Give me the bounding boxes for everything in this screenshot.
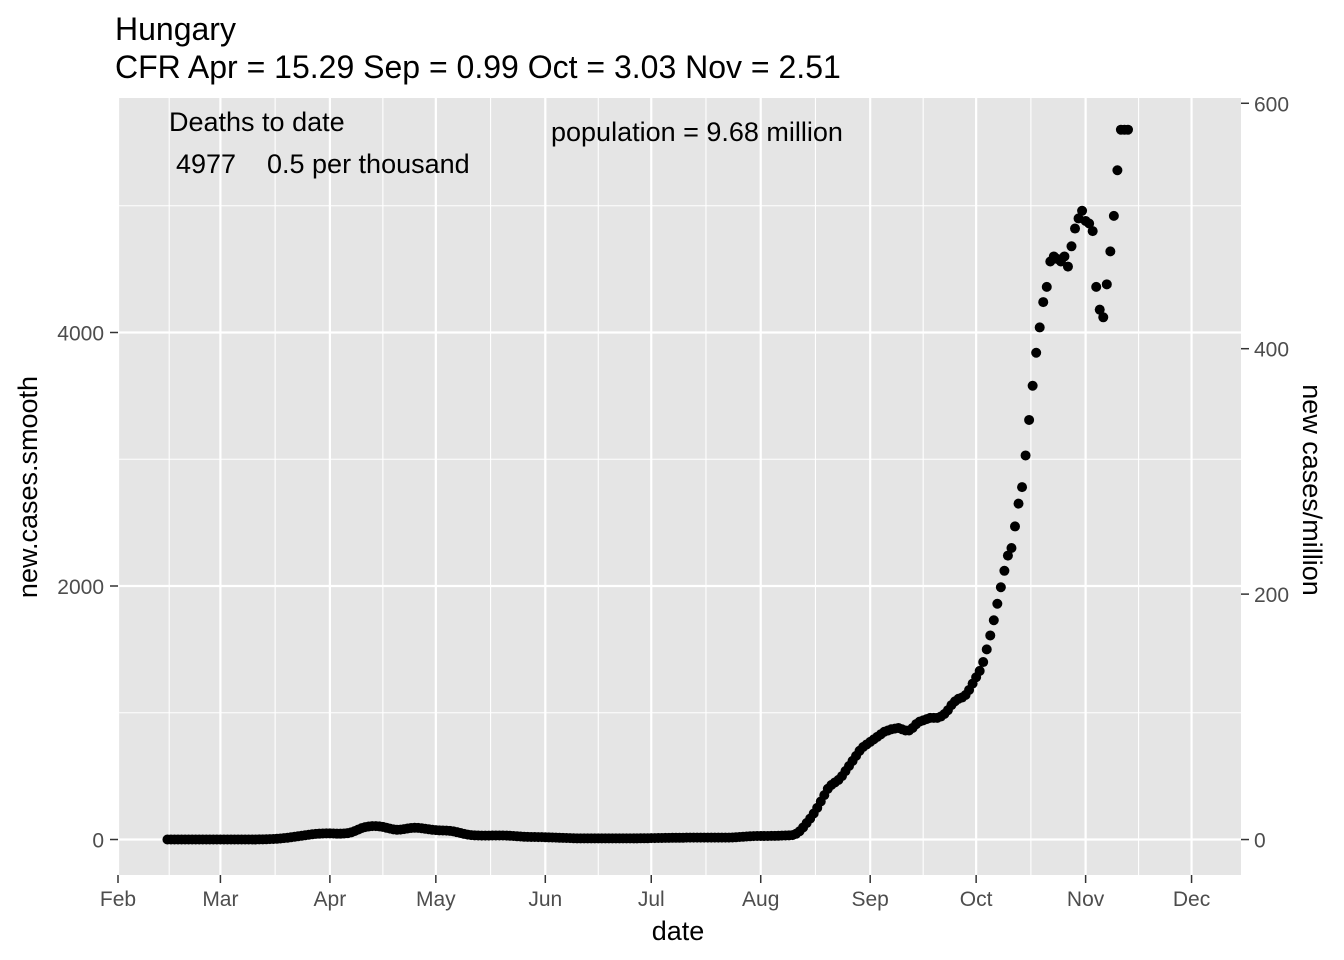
deaths-heading-label: Deaths to date (169, 107, 345, 137)
data-point (1020, 450, 1031, 461)
x-tick-label: Feb (100, 888, 136, 911)
x-tick-label: Aug (742, 888, 779, 911)
data-point (978, 657, 989, 668)
y-right-tick-label: 200 (1254, 584, 1289, 607)
data-point (992, 598, 1003, 609)
data-point (995, 582, 1006, 593)
data-point (1006, 542, 1017, 553)
data-point (1098, 312, 1109, 323)
data-point (1084, 218, 1095, 229)
y-axis-title-right: new cases/million (1297, 384, 1327, 596)
data-point (999, 565, 1010, 576)
y-axis-left: 0 2000 4000 (57, 322, 118, 853)
x-tick-label: Jun (528, 888, 562, 911)
data-point (1091, 281, 1102, 292)
deaths-rate-label: 0.5 per thousand (267, 149, 470, 179)
x-axis: Feb Mar Apr May Jun Jul Aug Sep Oct Nov Dec (100, 875, 1210, 911)
data-point (1070, 223, 1081, 234)
data-point (1041, 281, 1052, 292)
y-right-tick-label: 600 (1254, 93, 1289, 116)
data-point (988, 615, 999, 626)
data-point (1112, 165, 1123, 176)
data-point (1105, 246, 1116, 257)
y-right-tick-label: 0 (1254, 830, 1266, 853)
data-point (1002, 550, 1013, 561)
chart-title: Hungary (115, 11, 236, 47)
data-point (1017, 482, 1028, 493)
x-tick-label: Nov (1067, 888, 1105, 911)
y-axis-title-left: new.cases.smooth (13, 376, 43, 598)
y-tick-label: 2000 (57, 576, 104, 599)
deaths-count-label: 4977 (176, 149, 236, 179)
data-point (1024, 414, 1035, 425)
y-right-tick-label: 400 (1254, 339, 1289, 362)
plot-panel (118, 98, 1241, 875)
data-point (1066, 241, 1077, 252)
x-tick-label: May (416, 888, 456, 911)
data-point (1062, 261, 1073, 272)
data-point (1059, 251, 1070, 262)
data-point (1101, 279, 1112, 290)
data-point (974, 665, 985, 676)
population-label: population = 9.68 million (551, 117, 843, 147)
y-axis-right: 0 200 400 600 (1241, 93, 1289, 853)
x-tick-label: Mar (202, 888, 238, 911)
data-point (985, 630, 996, 641)
chart-subtitle: CFR Apr = 15.29 Sep = 0.99 Oct = 3.03 No… (115, 49, 841, 85)
data-point (1027, 380, 1038, 391)
x-tick-label: Jul (638, 888, 665, 911)
data-points (162, 124, 1133, 845)
data-point (1031, 347, 1042, 358)
x-axis-title: date (652, 916, 705, 946)
x-tick-label: Oct (960, 888, 993, 911)
x-tick-label: Dec (1173, 888, 1210, 911)
x-tick-label: Sep (852, 888, 889, 911)
data-point (1009, 521, 1020, 532)
data-point (1108, 210, 1119, 221)
data-point (1038, 297, 1049, 308)
data-point (1013, 498, 1024, 509)
x-tick-label: Apr (314, 888, 347, 911)
data-point (1122, 124, 1133, 135)
y-tick-label: 4000 (57, 322, 104, 345)
data-point (1034, 322, 1045, 333)
data-point (981, 644, 992, 655)
data-point (1077, 205, 1088, 216)
grid-minor (118, 98, 1241, 875)
y-tick-label: 0 (92, 830, 104, 853)
data-point (1094, 304, 1105, 315)
data-point (1087, 226, 1098, 237)
